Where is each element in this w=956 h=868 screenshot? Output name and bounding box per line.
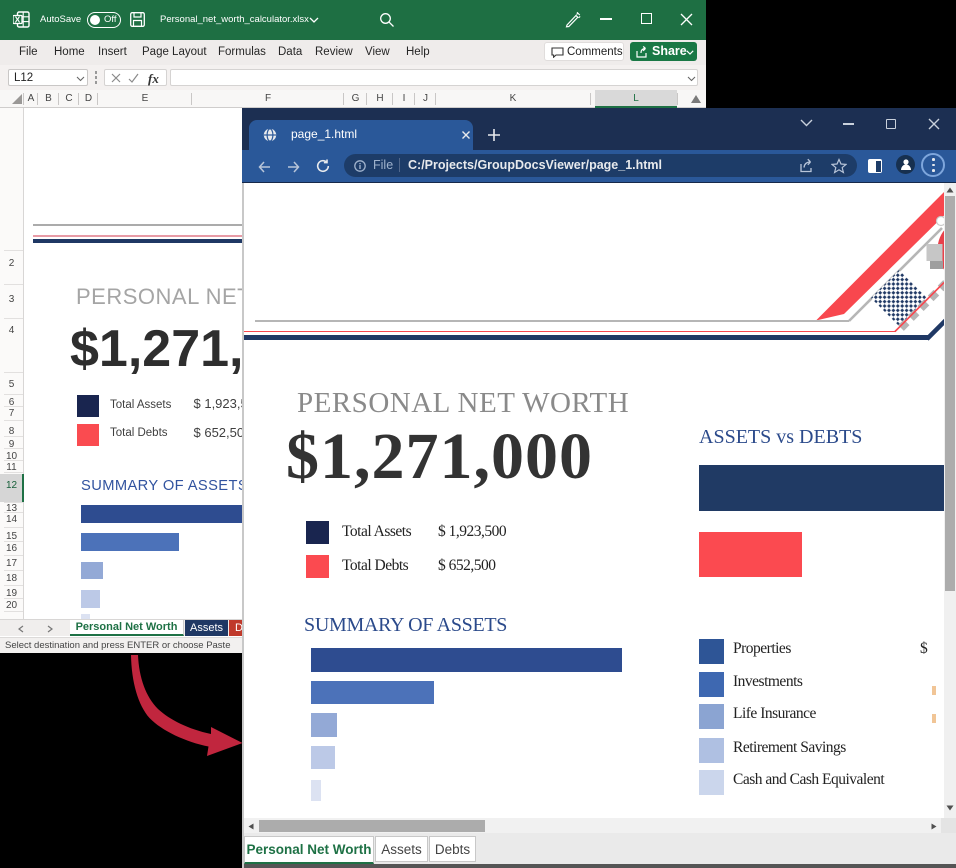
svg-text:X: X [15,14,21,24]
